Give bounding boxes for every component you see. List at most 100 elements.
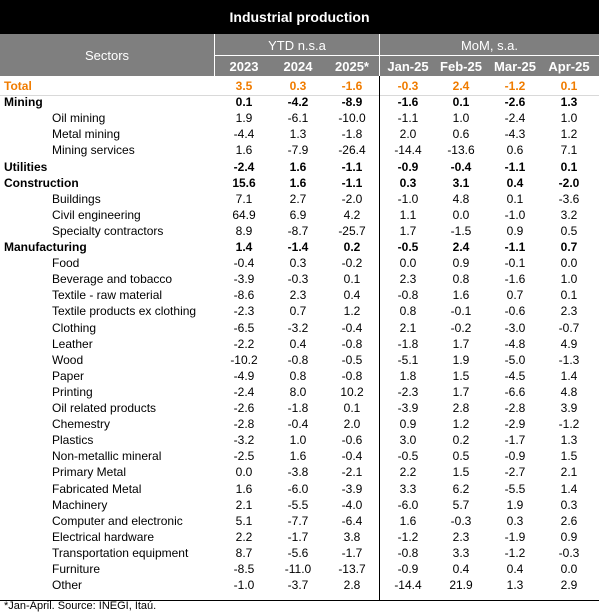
mom-value: -14.4 [394,143,422,158]
month-header: Mar-25 [494,58,536,74]
month-header: Feb-25 [440,58,482,74]
sector-name: Primary Metal [52,465,127,480]
mom-value: -2.8 [504,401,526,415]
sector-name: Other [52,578,83,593]
sectors-header: Sectors [84,47,130,63]
ytd-value: 0.7 [289,304,307,319]
sector-name: Manufacturing [4,240,87,254]
mom-value: -0.5 [397,240,419,254]
mom-value: 0.2 [452,433,470,448]
sector-name: Transportation equipment [52,545,189,560]
sector-name: Chemestry [52,417,111,432]
mom-value: 0.9 [560,529,578,544]
mom-value: -0.7 [558,320,580,335]
mom-value: -4.8 [504,336,526,351]
mom-value: 1.9 [452,352,470,367]
ytd-value: -0.4 [233,256,255,271]
ytd-value: -1.7 [287,529,309,544]
ytd-value: 2.1 [235,497,253,512]
ytd-value: 8.7 [235,545,253,560]
mom-value: 21.9 [449,578,473,593]
mom-value: 4.9 [560,336,578,351]
ytd-value: -6.5 [233,320,255,335]
mom-value: 0.3 [399,175,417,190]
ytd-value: 2.7 [289,191,307,206]
ytd-value: -1.7 [341,545,363,560]
sector-name: Clothing [52,320,97,335]
ytd-value: -2.8 [233,417,255,432]
sector-name: Machinery [52,497,108,512]
mom-value: -3.9 [397,401,419,415]
year-header: 2025* [335,58,369,74]
ytd-value: 0.4 [289,336,307,351]
ytd-value: -0.4 [341,320,363,335]
ytd-value: 0.1 [235,95,253,110]
mom-value: 0.4 [506,562,524,576]
ytd-value: -11.0 [284,562,312,576]
mom-value: -0.2 [450,320,472,335]
mom-value: 0.1 [506,191,524,206]
ytd-value: -2.5 [233,449,255,464]
ytd-value: -8.5 [233,562,255,576]
table-row: Civil engineering 64.9 6.9 4.2 1.1 0.0 -1.0 3.2 [0,207,599,223]
mom-value: -0.4 [450,159,472,174]
ytd-value: -5.5 [287,497,309,512]
ytd-value: -10.0 [338,111,366,126]
table-body: Total 3.5 0.3 -1.6 -0.3 2.4 -1.2 0.1 Mining 0.1 -4… [0,76,599,601]
mom-value: -4.3 [504,127,526,142]
mom-value: 0.7 [560,240,578,254]
ytd-value: 0.1 [343,272,361,287]
ytd-value: 2.8 [343,578,361,593]
header-column-divider [379,34,380,76]
table-row: Buildings 7.1 2.7 -2.0 -1.0 4.8 0.1 -3.6 [0,191,599,207]
ytd-value: 0.1 [343,401,361,415]
table-row: Oil mining 1.9 -6.1 -10.0 -1.1 1.0 -2.4 1.0 [0,110,599,126]
sector-name: Buildings [52,191,101,206]
ytd-value: -0.3 [287,272,309,287]
mom-value: 2.2 [399,465,417,480]
mom-value: -0.9 [504,449,526,464]
ytd-value: -2.3 [233,304,255,319]
mom-value: -0.1 [450,304,472,319]
ytd-value: -26.4 [338,143,366,158]
ytd-value: 1.9 [235,111,253,126]
ytd-value: 0.3 [289,79,307,93]
table-title: Industrial production [0,0,599,34]
ytd-value: -2.6 [233,401,255,415]
column-divider [379,34,380,600]
mom-value: 0.9 [452,256,470,271]
mom-value: -2.6 [504,95,526,110]
mom-value: 1.0 [560,111,578,126]
ytd-value: 1.2 [343,304,361,319]
table-row: Oil related products -2.6 -1.8 0.1 -3.9 2.8 -2… [0,400,599,416]
mom-value: 1.6 [399,513,417,528]
ytd-value: -4.0 [341,497,363,512]
ytd-value: -0.4 [341,449,363,464]
mom-value: 2.3 [399,272,417,287]
mom-value: -0.5 [397,449,419,464]
month-header: Jan-25 [387,58,429,74]
mom-value: -3.0 [504,320,526,335]
ytd-value: -7.9 [287,143,309,158]
mom-value: -2.9 [504,417,526,432]
mom-value: -0.3 [397,79,419,93]
ytd-value: -1.8 [341,127,363,142]
mom-value: -0.9 [397,159,419,174]
mom-value: 0.5 [560,223,578,238]
mom-value: -1.3 [558,352,580,367]
mom-value: 0.5 [452,449,470,464]
table-row: Computer and electronic 5.1 -7.7 -6.4 1.6 -0.… [0,513,599,529]
month-header: Apr-25 [548,58,590,74]
sector-name: Leather [52,336,93,351]
mom-value: 1.0 [452,111,470,126]
sector-name: Furniture [52,562,101,576]
mom-value: 3.0 [399,433,417,448]
total-divider [0,95,599,96]
mom-value: -1.5 [450,223,472,238]
mom-value: -0.1 [504,256,526,271]
table-header: Sectors YTD n.s.a MoM, s.a. 2023 2024 20… [0,34,599,76]
table-row: Fabricated Metal 1.6 -6.0 -3.9 3.3 6.2 -5.5 1.4 [0,481,599,497]
mom-value: 0.7 [506,288,524,303]
ytd-value: 2.2 [235,529,253,544]
mom-value: 1.7 [452,384,470,399]
